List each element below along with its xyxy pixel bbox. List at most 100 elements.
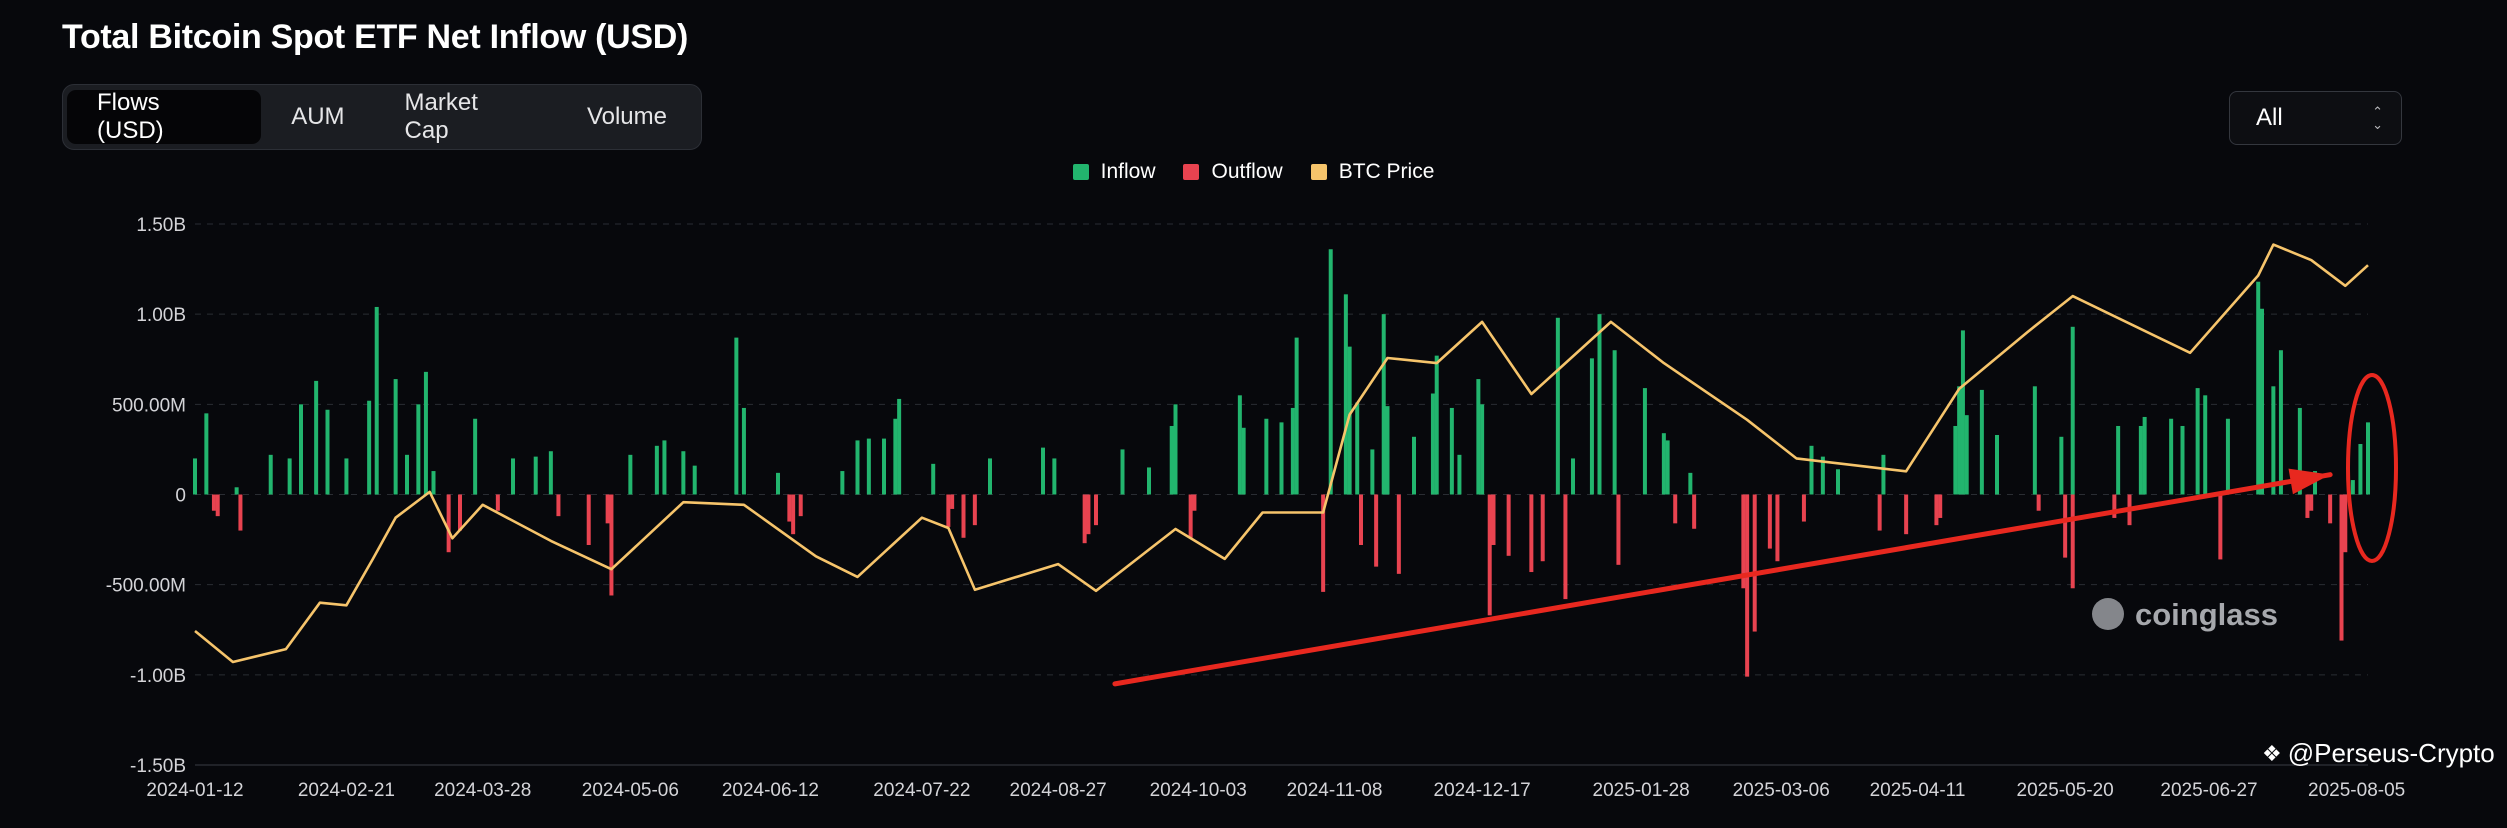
legend-item-btc-price[interactable]: BTC Price [1310,160,1434,184]
inflow-bar [2225,418,2230,495]
outflow-bar [798,494,803,517]
inflow-bar [1665,440,1670,495]
outflow-bar [2339,494,2344,641]
inflow-bar [741,407,746,495]
outflow-bar [1877,494,1882,531]
inflow-bar [1457,454,1462,495]
inflow-bar [2138,425,2143,495]
outflow-bar [1086,494,1091,535]
inflow-bar [1169,425,1174,495]
outflow-bar [1396,494,1401,574]
inflow-bar [692,465,697,495]
x-tick-label: 2024-07-22 [873,780,970,801]
outflow-bar [1491,494,1496,545]
tab-flows[interactable]: Flows (USD) [67,89,262,144]
inflow-bar [1041,447,1045,495]
inflow-bar [1147,467,1151,495]
inflow-bar [866,438,871,495]
inflow-bar [1412,436,1416,495]
inflow-bar [1370,449,1375,495]
inflow-bar [2350,480,2355,495]
inflow-bar [1290,407,1295,495]
inflow-bar [776,472,780,495]
outflow-bar [1934,494,1939,526]
outflow-bar [1506,494,1511,556]
inflow-bar [548,451,553,495]
inflow-bar [1979,389,1984,495]
outflow-bar [2343,494,2348,553]
outflow-bar [2305,494,2310,518]
outflow-bar [458,494,462,531]
tab-volume[interactable]: Volume [586,103,667,130]
y-tick-label: -1.50B [130,756,186,777]
inflow-bar [1173,404,1178,495]
x-tick-label: 2024-01-12 [146,780,243,801]
inflow-bar [2032,386,2037,495]
inflow-bar [405,454,409,495]
inflow-bar [1589,358,1594,495]
outflow-bar [1673,494,1678,524]
tab-aum[interactable]: AUM [291,103,345,130]
inflow-bar [1385,406,1390,495]
inflow-bar [2313,471,2317,495]
chart-legend: Inflow Outflow BTC Price [0,160,2507,184]
y-tick-label: 1.50B [136,215,186,236]
inflow-bar [1995,434,1999,495]
inflow-bar [344,458,349,495]
inflow-bar [2297,407,2302,495]
inflow-bar [1612,350,1617,495]
x-tick-label: 2024-08-27 [1010,780,1107,801]
inflow-bar [431,471,436,495]
inflow-bar [2169,418,2174,495]
credit: ❖ @Perseus-Crypto [2262,738,2495,769]
inflow-bar [1480,404,1485,495]
outflow-bar [972,494,977,526]
inflow-bar [1343,294,1348,495]
outflow-bar [495,494,500,511]
inflow-bar [988,458,992,495]
outflow-bar [1775,494,1780,562]
outflow-bar [446,494,451,553]
legend-swatch-inflow [1072,164,1089,180]
inflow-bar [882,438,886,495]
outflow-bar [1321,494,1326,592]
inflow-bar [1953,425,1958,495]
trend-arrow-head [2288,468,2331,495]
legend-item-outflow[interactable]: Outflow [1183,160,1283,184]
inflow-bar [1964,415,1969,495]
outflow-bar [2309,494,2314,511]
inflow-bar [1476,379,1481,495]
outflow-bar [1745,494,1750,677]
outflow-bar [2070,494,2075,589]
outflow-bar [556,494,561,517]
outflow-bar [1563,494,1568,600]
tab-market-cap[interactable]: Market Cap [404,89,478,144]
outflow-bar [1904,494,1909,535]
inflow-bar [511,458,515,495]
outflow-bar [2036,494,2041,511]
inflow-bar [1052,458,1057,495]
outflow-bar [238,494,243,531]
legend-item-inflow[interactable]: Inflow [1072,160,1155,184]
inflow-bar [1661,433,1666,495]
x-tick-label: 2024-12-17 [1434,780,1531,801]
coinglass-watermark: coinglass [2092,597,2278,632]
y-tick-label: -1.00B [130,666,186,687]
inflow-bar [1597,314,1602,495]
inflow-bar [193,458,197,495]
outflow-bar [1529,494,1534,573]
outflow-bar [1374,494,1379,567]
legend-swatch-btc-price [1310,164,1327,180]
outflow-bar [2063,494,2068,558]
range-select-value: All [2256,104,2283,131]
outflow-bar [586,494,591,545]
outflow-bar [1801,494,1806,522]
outflow-bar [1741,494,1746,589]
inflow-bar [2256,281,2261,495]
x-tick-label: 2024-05-06 [582,780,679,801]
btc-price-line [194,243,2369,664]
range-select[interactable]: All ⌃ ⌄ [2229,91,2402,145]
y-tick-label: 0 [175,486,186,507]
outflow-bar [609,494,614,596]
inflow-bar [1836,469,1840,495]
